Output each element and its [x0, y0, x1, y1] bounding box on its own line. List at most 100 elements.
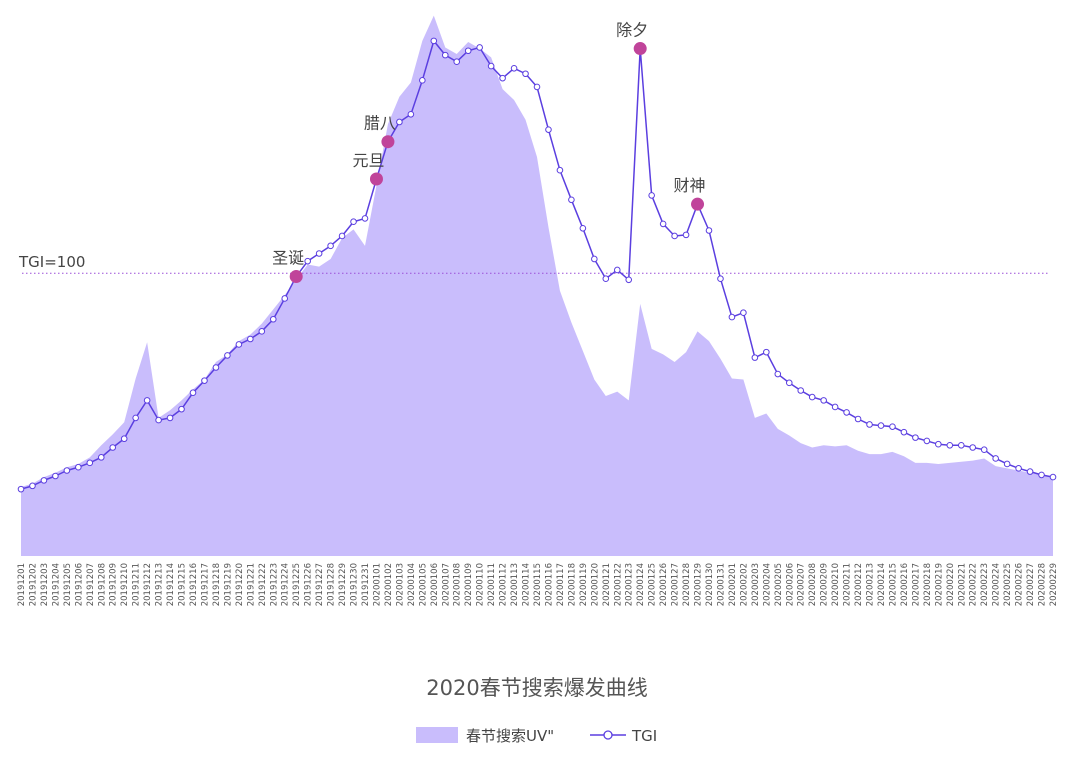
x-tick-20200102: 20200102 — [384, 563, 394, 606]
x-tick-20200116: 20200116 — [544, 563, 554, 606]
annotation-marker-20191225 — [289, 270, 303, 284]
tgi-point-20200207 — [797, 387, 805, 394]
x-tick-20191203: 20191203 — [40, 563, 50, 606]
x-tick-20200112: 20200112 — [499, 563, 509, 606]
x-tick-20200225: 20200225 — [1003, 563, 1013, 606]
annotation-marker-20200102 — [381, 135, 395, 149]
tgi-point-20200125 — [648, 192, 655, 199]
x-tick-20191220: 20191220 — [235, 563, 245, 606]
tgi-point-20200222 — [969, 444, 977, 451]
x-tick-20191206: 20191206 — [74, 563, 84, 606]
tgi-point-20191206 — [75, 463, 82, 471]
tgi-point-20200112 — [499, 74, 506, 82]
x-tick-20200222: 20200222 — [969, 563, 979, 606]
tgi-point-20200111 — [487, 62, 495, 70]
tgi-point-20200116 — [545, 126, 552, 133]
tgi-point-20191224 — [281, 295, 289, 302]
tgi-point-20191221 — [247, 335, 254, 343]
tgi-point-20200205 — [774, 370, 782, 378]
tgi-point-20200201 — [728, 313, 736, 321]
x-tick-20191221: 20191221 — [246, 563, 256, 606]
x-tick-20200113: 20200113 — [510, 563, 520, 606]
tgi-point-20200113 — [510, 64, 518, 72]
x-tick-20200221: 20200221 — [957, 563, 967, 606]
x-tick-20200215: 20200215 — [888, 563, 898, 606]
x-tick-20191217: 20191217 — [200, 563, 210, 606]
x-tick-20191223: 20191223 — [269, 563, 279, 606]
tgi-point-20200109 — [464, 47, 472, 55]
tgi-point-20191226 — [304, 257, 311, 265]
x-axis-tick-labels: 20191201 20191202 20191203 20191204 20191205… — [17, 563, 1059, 606]
x-tick-20200227: 20200227 — [1026, 563, 1036, 606]
x-tick-20200218: 20200218 — [923, 563, 933, 606]
annotation-marker-20200124 — [633, 42, 647, 56]
tgi-point-20191230 — [350, 218, 357, 226]
x-tick-20191207: 20191207 — [86, 563, 96, 606]
tgi-series-layer — [17, 37, 1057, 493]
tgi-point-20200123 — [625, 276, 633, 284]
x-tick-20200207: 20200207 — [797, 563, 807, 606]
annotation-label-20191225: 圣诞 — [272, 249, 304, 268]
x-tick-20200108: 20200108 — [453, 563, 463, 606]
reference-line-label: TGI=100 — [18, 253, 85, 271]
x-tick-20200127: 20200127 — [671, 563, 681, 606]
x-tick-20200107: 20200107 — [441, 563, 451, 606]
x-tick-20191229: 20191229 — [338, 563, 348, 606]
tgi-point-20200103 — [396, 118, 403, 126]
tgi-point-20191214 — [166, 414, 174, 422]
tgi-point-20200204 — [763, 348, 770, 356]
tgi-point-20200221 — [957, 442, 965, 449]
x-tick-20200120: 20200120 — [590, 563, 600, 606]
x-tick-20191214: 20191214 — [166, 563, 176, 606]
area-series-uv — [21, 15, 1053, 557]
x-tick-20191204: 20191204 — [51, 563, 61, 606]
tgi-point-20200203 — [751, 354, 759, 361]
tgi-point-20191202 — [29, 482, 36, 490]
tgi-point-20191201 — [17, 485, 25, 493]
x-tick-20200210: 20200210 — [831, 563, 841, 606]
legend-swatch-area — [416, 727, 458, 743]
tgi-point-20200214 — [877, 422, 885, 429]
x-tick-20200104: 20200104 — [407, 563, 417, 606]
tgi-point-20200217 — [912, 434, 919, 441]
tgi-point-20200108 — [453, 58, 461, 66]
x-tick-20200201: 20200201 — [728, 563, 738, 606]
tgi-point-20200122 — [613, 266, 621, 274]
tgi-point-20200223 — [980, 446, 988, 453]
x-tick-20191227: 20191227 — [315, 563, 325, 606]
tgi-point-20200127 — [671, 232, 678, 240]
x-tick-20200111: 20200111 — [487, 563, 497, 606]
x-tick-20200217: 20200217 — [911, 563, 921, 606]
x-tick-20200219: 20200219 — [934, 563, 944, 606]
x-tick-20200115: 20200115 — [533, 563, 543, 606]
x-tick-20200209: 20200209 — [820, 563, 830, 606]
tgi-point-20191209 — [109, 444, 117, 451]
tgi-point-20191216 — [189, 389, 197, 397]
tgi-point-20191231 — [361, 215, 369, 222]
tgi-point-20191212 — [143, 397, 151, 404]
tgi-point-20191228 — [327, 242, 334, 250]
x-tick-20200206: 20200206 — [785, 563, 795, 606]
tgi-point-20200131 — [717, 275, 724, 283]
x-tick-20191210: 20191210 — [120, 563, 130, 606]
tgi-point-20200120 — [591, 255, 598, 263]
tgi-point-20191213 — [155, 416, 162, 424]
tgi-point-20191218 — [212, 364, 220, 371]
x-tick-20200204: 20200204 — [762, 563, 772, 606]
x-tick-20191202: 20191202 — [28, 563, 38, 606]
x-tick-20200226: 20200226 — [1015, 563, 1025, 606]
tgi-point-20191204 — [52, 472, 59, 480]
x-tick-20191209: 20191209 — [109, 563, 119, 606]
tgi-point-20200229 — [1049, 473, 1057, 481]
tgi-point-20200206 — [785, 379, 793, 387]
x-tick-20200122: 20200122 — [613, 563, 623, 606]
tgi-point-20200212 — [854, 415, 862, 423]
x-tick-20191201: 20191201 — [17, 563, 27, 606]
tgi-point-20191203 — [40, 477, 48, 484]
x-tick-20200109: 20200109 — [464, 563, 474, 606]
tgi-point-20191211 — [132, 414, 139, 422]
x-tick-20200124: 20200124 — [636, 563, 646, 606]
tgi-point-20200104 — [407, 111, 415, 118]
x-tick-20191216: 20191216 — [189, 563, 199, 606]
